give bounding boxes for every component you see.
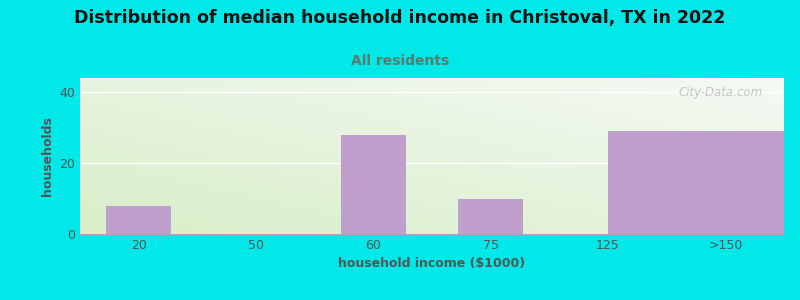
Text: City-Data.com: City-Data.com (678, 86, 763, 99)
Y-axis label: households: households (41, 116, 54, 196)
Text: Distribution of median household income in Christoval, TX in 2022: Distribution of median household income … (74, 9, 726, 27)
Bar (106, 206, 171, 234)
Bar (608, 131, 800, 234)
Bar (341, 135, 406, 234)
Bar (458, 199, 523, 234)
Text: All residents: All residents (351, 54, 449, 68)
X-axis label: household income ($1000): household income ($1000) (338, 257, 526, 270)
